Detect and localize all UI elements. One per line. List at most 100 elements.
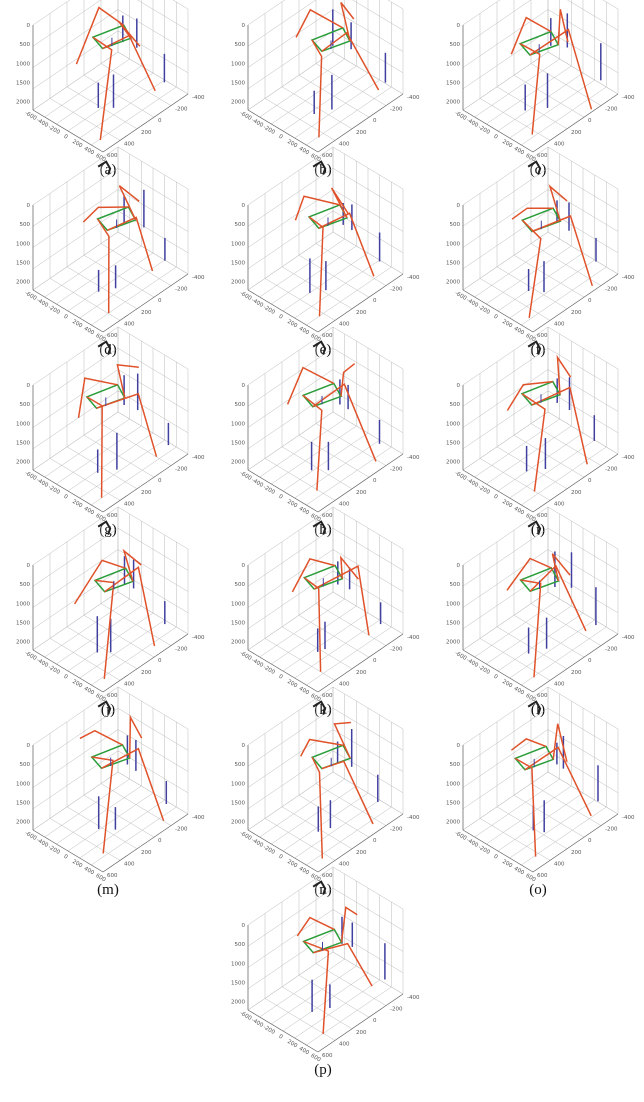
y-tick-label: -400 bbox=[192, 815, 205, 821]
y-tick-label: -400 bbox=[622, 635, 635, 641]
y-tick-label: 400 bbox=[124, 141, 135, 147]
z-tick-label: 0 bbox=[27, 203, 31, 209]
z-tick-label: 1500 bbox=[16, 260, 30, 266]
grid-line bbox=[33, 708, 118, 766]
y-tick-label: -200 bbox=[605, 107, 618, 113]
grid-line bbox=[45, 59, 130, 117]
x-tick-label: 0 bbox=[62, 854, 68, 861]
x-tick-label: 200 bbox=[501, 859, 514, 870]
y-tick-label: 0 bbox=[158, 838, 162, 844]
y-tick-label: 200 bbox=[571, 490, 582, 496]
grid-line bbox=[45, 599, 130, 657]
panel: 0500100015002000-600-400-200020040060060… bbox=[446, 147, 635, 358]
figure: 0500100015002000-600-400-200020040060060… bbox=[0, 0, 644, 1102]
y-tick-label: 200 bbox=[571, 310, 582, 316]
robot-leg bbox=[550, 187, 567, 222]
grid-line bbox=[33, 348, 118, 406]
y-tick-label: 0 bbox=[588, 478, 592, 484]
x-tick-label: 200 bbox=[71, 499, 84, 510]
y-tick-label: -200 bbox=[390, 827, 403, 833]
x-tick-label: 400 bbox=[298, 866, 311, 877]
y-tick-label: 600 bbox=[107, 693, 118, 699]
grid-line bbox=[498, 793, 583, 851]
z-tick-label: 1500 bbox=[231, 440, 245, 446]
axis-line bbox=[318, 994, 403, 1052]
robot-leg bbox=[530, 30, 592, 110]
x-tick-label: 0 bbox=[492, 314, 498, 321]
grid-line bbox=[271, 786, 356, 844]
grid-line bbox=[521, 267, 606, 325]
y-tick-label: -400 bbox=[622, 95, 635, 101]
grid-line bbox=[248, 0, 333, 25]
y-tick-label: 600 bbox=[322, 873, 333, 879]
y-tick-label: 200 bbox=[571, 670, 582, 676]
z-tick-label: 0 bbox=[27, 383, 31, 389]
grid-line bbox=[486, 786, 571, 844]
y-tick-label: 400 bbox=[339, 1041, 350, 1047]
y-tick-label: 0 bbox=[373, 838, 377, 844]
y-tick-label: -400 bbox=[407, 455, 420, 461]
y-tick-label: -400 bbox=[192, 95, 205, 101]
z-tick-label: 0 bbox=[457, 743, 461, 749]
z-tick-label: 1000 bbox=[16, 421, 30, 427]
panel: 0500100015002000-600-400-200020040060060… bbox=[446, 0, 635, 178]
y-tick-label: -200 bbox=[175, 827, 188, 833]
z-tick-label: 1500 bbox=[446, 440, 460, 446]
x-tick-label: -200 bbox=[262, 844, 276, 856]
grid-line bbox=[486, 426, 571, 484]
grid-line bbox=[463, 391, 548, 449]
y-tick-label: -200 bbox=[605, 647, 618, 653]
x-tick-label: -200 bbox=[47, 124, 61, 136]
grid-line bbox=[510, 440, 595, 498]
grid-line bbox=[260, 779, 345, 837]
y-tick-label: 400 bbox=[339, 501, 350, 507]
x-tick-label: 0 bbox=[277, 674, 283, 681]
x-tick-label: 0 bbox=[277, 494, 283, 501]
z-tick-label: 500 bbox=[450, 582, 461, 588]
z-tick-label: 1500 bbox=[446, 80, 460, 86]
grid-line bbox=[33, 232, 118, 290]
page: 0500100015002000-600-400-200020040060060… bbox=[0, 0, 644, 1102]
y-tick-label: 200 bbox=[141, 670, 152, 676]
grid-line bbox=[33, 211, 118, 269]
grid-line bbox=[91, 447, 176, 505]
x-tick-label: 400 bbox=[298, 686, 311, 697]
axis-line bbox=[533, 274, 618, 332]
y-tick-label: -400 bbox=[622, 275, 635, 281]
grid-line bbox=[463, 571, 548, 629]
grid-line bbox=[463, 528, 548, 586]
x-tick-label: 0 bbox=[277, 314, 283, 321]
x-tick-label: -200 bbox=[47, 304, 61, 316]
z-tick-label: 500 bbox=[20, 402, 31, 408]
x-tick-label: 200 bbox=[501, 679, 514, 690]
x-tick-label: -200 bbox=[477, 124, 491, 136]
z-tick-label: 1500 bbox=[446, 260, 460, 266]
x-tick-label: 0 bbox=[492, 134, 498, 141]
z-tick-label: 1000 bbox=[446, 421, 460, 427]
z-tick-label: 2000 bbox=[231, 640, 245, 646]
grid-line bbox=[80, 80, 165, 138]
x-tick-label: -200 bbox=[262, 304, 276, 316]
y-tick-label: -400 bbox=[622, 455, 635, 461]
grid-line bbox=[33, 571, 118, 629]
y-tick-label: 200 bbox=[571, 850, 582, 856]
x-tick-label: 0 bbox=[492, 674, 498, 681]
z-tick-label: 1500 bbox=[231, 260, 245, 266]
x-tick-label: 400 bbox=[298, 1046, 311, 1057]
y-tick-label: 600 bbox=[322, 513, 333, 519]
panel: 0500100015002000-600-400-200020040060060… bbox=[446, 327, 635, 538]
axis-line bbox=[318, 274, 403, 332]
y-tick-label: -200 bbox=[390, 1007, 403, 1013]
grid-line bbox=[295, 80, 380, 138]
x-tick-label: 400 bbox=[298, 326, 311, 337]
x-tick-label: -200 bbox=[477, 304, 491, 316]
y-tick-label: 0 bbox=[373, 118, 377, 124]
y-tick-label: 200 bbox=[356, 670, 367, 676]
y-tick-label: 0 bbox=[373, 298, 377, 304]
y-tick-label: -400 bbox=[192, 275, 205, 281]
y-tick-label: 600 bbox=[537, 513, 548, 519]
grid-line bbox=[248, 708, 333, 766]
robot-leg bbox=[313, 384, 376, 461]
robot-leg bbox=[520, 44, 540, 135]
grid-line bbox=[33, 412, 118, 470]
